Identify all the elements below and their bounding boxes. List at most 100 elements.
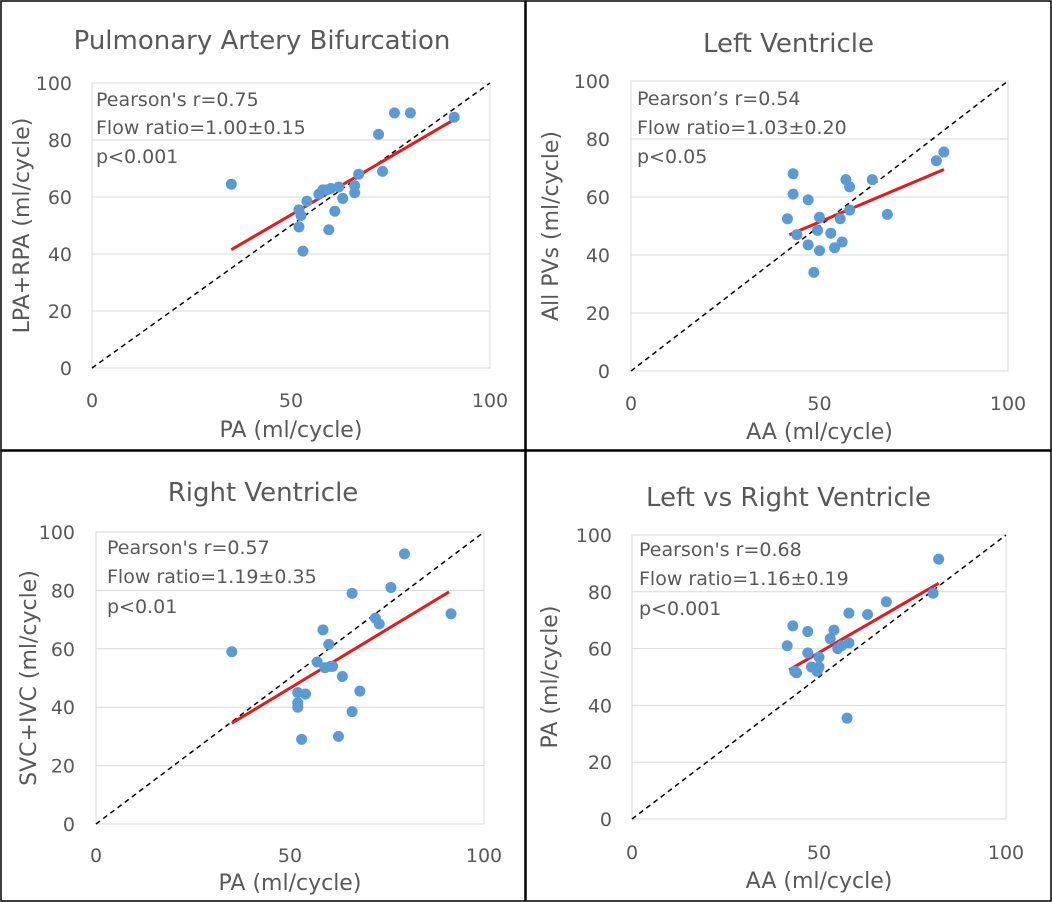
annotation-text: Pearson’s r=0.54 [637, 88, 801, 110]
data-point [829, 242, 841, 254]
x-tick-label: 0 [90, 845, 102, 867]
chart-panel-right-ventricle: 0 20 40 60 80 100 0 50 100 Pearson's r=0.57 Flow r… [0, 450, 526, 902]
chart-panel-pa-bifurcation: 0 20 40 60 80 100 0 50 100 Pearson's r=0.75 Flow r… [0, 0, 526, 451]
data-point [404, 107, 416, 119]
x-axis-label: AA (ml/cycle) [746, 869, 893, 894]
x-tick-label: 100 [990, 393, 1026, 415]
data-point [927, 587, 939, 599]
y-tick-label: 80 [48, 130, 72, 152]
x-tick-label: 100 [466, 845, 502, 867]
x-axis-label: PA (ml/cycle) [219, 871, 362, 896]
data-point [323, 224, 335, 236]
x-tick-label: 50 [279, 390, 303, 412]
y-tick-label: 20 [51, 756, 75, 778]
panel-border [0, 450, 526, 902]
identity-line [631, 534, 1007, 820]
fit-line [231, 590, 450, 725]
data-point [814, 245, 825, 257]
data-point [448, 111, 460, 123]
data-point [300, 688, 312, 700]
data-point [292, 701, 304, 713]
data-point [834, 213, 846, 225]
data-point [933, 553, 945, 565]
data-point [844, 204, 856, 216]
x-tick-label: 50 [807, 393, 831, 415]
data-point [787, 620, 799, 632]
annotation-text: p<0.01 [107, 596, 177, 618]
y-tick-label: 0 [600, 809, 612, 831]
chart-title: Pulmonary Artery Bifurcation [74, 26, 451, 56]
y-axis-label: SVC+IVC (ml/cycle) [17, 570, 42, 786]
y-tick-label: 40 [48, 244, 72, 266]
data-point [824, 633, 836, 645]
data-point [791, 229, 803, 241]
data-point [329, 205, 341, 217]
data-point [802, 239, 814, 251]
y-tick-label: 100 [36, 73, 72, 95]
data-point [327, 660, 339, 672]
data-point [812, 224, 824, 236]
data-point [841, 712, 853, 724]
data-point [317, 624, 329, 636]
data-point [295, 210, 307, 222]
annotation-text: p<0.05 [637, 146, 707, 168]
annotation-text: Flow ratio=1.16±0.19 [639, 568, 849, 590]
data-point [866, 174, 878, 186]
data-point [336, 671, 348, 683]
y-tick-label: 60 [588, 639, 612, 661]
y-tick-label: 100 [576, 525, 612, 547]
y-tick-label: 20 [586, 303, 610, 325]
y-tick-label: 40 [588, 695, 612, 717]
data-point [880, 596, 892, 608]
chart-panel-left-vs-right: 0 20 40 60 80 100 0 50 100 Pearson's r=0.68 Flow r… [525, 450, 1052, 902]
y-tick-label: 60 [48, 187, 72, 209]
data-point [293, 221, 305, 233]
data-point [354, 685, 366, 697]
y-tick-label: 40 [586, 245, 610, 267]
annotation-text: Flow ratio=1.19±0.35 [107, 566, 317, 588]
data-point [373, 618, 385, 630]
data-point [808, 266, 820, 278]
y-axis-label: LPA+RPA (ml/cycle) [10, 118, 35, 334]
data-point [301, 195, 313, 207]
data-point [802, 626, 814, 638]
y-tick-label: 20 [588, 752, 612, 774]
chart-title: Right Ventricle [168, 478, 359, 508]
y-tick-label: 0 [60, 358, 72, 380]
data-point [825, 227, 837, 239]
data-point [862, 609, 874, 621]
y-tick-label: 60 [51, 639, 75, 661]
data-point [349, 187, 361, 199]
y-tick-label: 0 [63, 814, 75, 836]
data-point [802, 647, 814, 659]
data-point [787, 168, 799, 180]
y-tick-label: 100 [39, 522, 75, 544]
y-tick-label: 100 [574, 71, 610, 93]
x-axis-label: PA (ml/cycle) [220, 418, 363, 443]
data-point [938, 146, 950, 158]
data-point [333, 181, 345, 193]
data-point [226, 646, 238, 658]
x-tick-label: 50 [807, 842, 831, 864]
x-tick-label: 0 [86, 390, 98, 412]
data-point [377, 165, 389, 177]
data-point [802, 194, 814, 206]
data-point [337, 192, 349, 204]
data-point [445, 608, 457, 620]
data-point [813, 661, 825, 673]
annotation-text: p<0.001 [639, 598, 721, 620]
y-tick-label: 40 [51, 697, 75, 719]
y-axis-label: PA (ml/cycle) [538, 606, 563, 749]
data-point [781, 640, 793, 652]
data-point [353, 168, 365, 180]
data-point [813, 651, 825, 663]
data-point [814, 211, 825, 223]
data-point [388, 107, 400, 119]
annotation-text: Pearson's r=0.68 [639, 539, 802, 561]
x-tick-label: 50 [278, 845, 302, 867]
x-tick-label: 100 [472, 390, 508, 412]
data-point [844, 181, 856, 193]
data-point [791, 667, 803, 679]
